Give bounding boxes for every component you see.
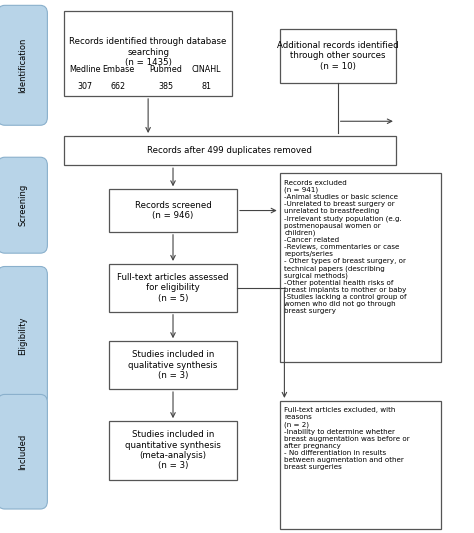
FancyBboxPatch shape bbox=[280, 29, 396, 83]
FancyBboxPatch shape bbox=[64, 136, 396, 165]
Text: Records screened
(n = 946): Records screened (n = 946) bbox=[135, 201, 211, 220]
Text: 385: 385 bbox=[158, 82, 173, 91]
Text: Records identified through database
searching
(n = 1435): Records identified through database sear… bbox=[69, 37, 227, 67]
Text: Records after 499 duplicates removed: Records after 499 duplicates removed bbox=[147, 146, 312, 155]
Text: Records excluded
(n = 941)
-Animal studies or basic science
-Unrelated to breast: Records excluded (n = 941) -Animal studi… bbox=[284, 180, 407, 314]
FancyBboxPatch shape bbox=[109, 264, 237, 312]
Text: Eligibility: Eligibility bbox=[18, 317, 27, 355]
Text: Full-text articles excluded, with
reasons
(n = 2)
-Inability to determine whethe: Full-text articles excluded, with reason… bbox=[284, 407, 410, 470]
Text: Medline: Medline bbox=[70, 65, 101, 74]
FancyBboxPatch shape bbox=[0, 266, 47, 405]
FancyBboxPatch shape bbox=[109, 341, 237, 389]
Text: CINAHL: CINAHL bbox=[191, 65, 221, 74]
FancyBboxPatch shape bbox=[0, 157, 47, 253]
Text: Additional records identified
through other sources
(n = 10): Additional records identified through ot… bbox=[277, 41, 399, 71]
Text: Pubmed: Pubmed bbox=[149, 65, 182, 74]
FancyBboxPatch shape bbox=[280, 173, 441, 362]
Text: Full-text articles assessed
for eligibility
(n = 5): Full-text articles assessed for eligibil… bbox=[117, 273, 229, 303]
Text: Identification: Identification bbox=[18, 38, 27, 93]
Text: Embase: Embase bbox=[102, 65, 135, 74]
FancyBboxPatch shape bbox=[0, 394, 47, 509]
Text: 662: 662 bbox=[111, 82, 126, 91]
Text: 307: 307 bbox=[78, 82, 93, 91]
Text: Studies included in
quantitative synthesis
(meta-analysis)
(n = 3): Studies included in quantitative synthes… bbox=[125, 430, 221, 471]
Text: Included: Included bbox=[18, 433, 27, 470]
FancyBboxPatch shape bbox=[280, 401, 441, 529]
FancyBboxPatch shape bbox=[64, 11, 232, 96]
Text: 81: 81 bbox=[201, 82, 211, 91]
FancyBboxPatch shape bbox=[109, 421, 237, 480]
FancyBboxPatch shape bbox=[109, 189, 237, 232]
Text: Studies included in
qualitative synthesis
(n = 3): Studies included in qualitative synthesi… bbox=[128, 350, 218, 380]
FancyBboxPatch shape bbox=[0, 5, 47, 125]
Text: Screening: Screening bbox=[18, 184, 27, 227]
